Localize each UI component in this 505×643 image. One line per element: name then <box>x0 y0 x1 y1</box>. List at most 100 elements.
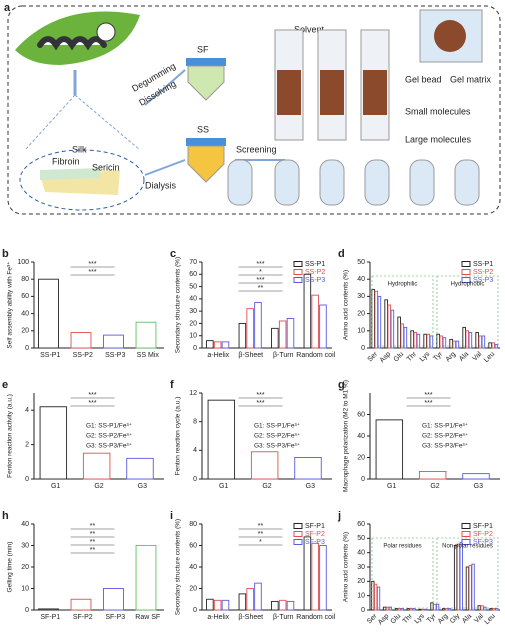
legend-label: SF-P1 <box>473 523 493 530</box>
panel-label: f <box>170 379 174 391</box>
bar <box>384 299 388 349</box>
bar <box>371 289 375 349</box>
y-tick-label: 60 <box>189 271 197 278</box>
significance-label: *** <box>256 400 264 407</box>
bar <box>400 608 404 611</box>
bar <box>406 608 410 611</box>
bar <box>375 419 404 480</box>
bar <box>480 605 484 611</box>
bar <box>38 278 59 349</box>
bar <box>418 608 422 611</box>
fibroin-core <box>40 168 100 180</box>
x-tick-label: Val <box>471 350 483 362</box>
sf-tube <box>187 65 225 101</box>
note: G1: SS-P1/Fe³⁺ <box>422 423 469 430</box>
y-tick-label: 70 <box>189 259 197 266</box>
panel-label: a <box>4 2 11 14</box>
note: G3: SS-P3/Fe³⁺ <box>254 443 301 450</box>
bar <box>442 337 447 349</box>
x-tick-label: β-Sheet <box>238 352 263 359</box>
x-tick-label: G3 <box>306 483 315 490</box>
y-tick-label: 0 <box>361 345 365 352</box>
legend-swatch <box>293 523 303 529</box>
significance-label: * <box>259 539 262 546</box>
silk-zoom <box>19 149 145 211</box>
arrow <box>144 69 186 106</box>
bar <box>254 582 262 611</box>
bar <box>246 588 254 611</box>
y-tick-label: 60 <box>21 293 29 300</box>
significance-label: * <box>259 269 262 276</box>
bar <box>126 457 154 480</box>
bar <box>388 606 393 611</box>
y-axis-label: Fenton reaction activity (a.u.) <box>7 394 14 478</box>
bar <box>488 342 492 349</box>
y-tick-label: 10 <box>189 333 197 340</box>
y-tick-label: 20 <box>189 585 197 592</box>
y-tick-label: 40 <box>189 564 197 571</box>
y-tick-label: 40 <box>357 550 365 557</box>
annotation-box <box>436 275 499 347</box>
y-tick-label: 40 <box>189 296 197 303</box>
x-tick-label: G1 <box>387 483 396 490</box>
diagram-text: Gel matrix <box>450 74 492 84</box>
x-tick-label: Glu <box>393 351 406 364</box>
bar <box>478 335 483 349</box>
y-tick-label: 10 <box>357 328 365 335</box>
bar <box>271 600 279 611</box>
y-tick-label: 30 <box>357 564 365 571</box>
tube-cap <box>186 138 226 146</box>
panel-label: c <box>170 248 176 260</box>
x-tick-label: Asp <box>377 613 391 627</box>
significance-label: *** <box>88 392 96 399</box>
x-tick-label: β-Sheet <box>238 614 263 621</box>
legend-swatch <box>293 261 303 267</box>
bar <box>462 326 466 349</box>
gel-bead-icon <box>434 20 466 52</box>
legend-label: SF-P3 <box>305 539 325 546</box>
bar <box>246 308 254 349</box>
diagram-text: Screening <box>236 144 277 154</box>
gel-bed <box>277 70 301 115</box>
bar <box>385 606 390 611</box>
y-tick-label: 0 <box>25 345 29 352</box>
test-tubes <box>227 159 480 206</box>
tube-cap <box>186 58 226 66</box>
x-tick-label: a-Helix <box>207 352 229 359</box>
diagram-text: Sericin <box>92 162 120 172</box>
annotation: Polar residues <box>383 544 421 550</box>
y-tick-label: 12 <box>189 390 197 397</box>
y-tick-label: 0 <box>193 476 197 483</box>
bar <box>390 309 395 349</box>
legend-label: SS-P2 <box>305 269 325 276</box>
y-tick-label: 10 <box>21 585 29 592</box>
significance-label: ** <box>258 285 264 292</box>
bar <box>468 332 473 349</box>
bar <box>303 536 312 611</box>
x-tick-label: Ser <box>366 612 379 625</box>
bar <box>429 335 434 349</box>
silkworm <box>37 36 107 51</box>
x-tick-label: Gly <box>449 612 462 625</box>
x-tick-label: β-Turn <box>273 614 294 621</box>
gel-bed <box>363 70 387 115</box>
bar <box>471 563 475 611</box>
y-tick-label: 50 <box>357 259 365 266</box>
bar <box>286 600 295 611</box>
y-tick-label: 20 <box>189 320 197 327</box>
y-tick-label: 4 <box>25 407 29 414</box>
bar <box>397 316 401 349</box>
bar <box>311 294 319 349</box>
annotation: Non-polar residues <box>442 544 493 550</box>
y-tick-label: 80 <box>189 521 197 528</box>
y-axis-label: Fenton reaction cycle (a.u.) <box>175 397 182 476</box>
y-tick-label: 30 <box>357 293 365 300</box>
bar <box>435 603 440 611</box>
bar <box>449 338 453 349</box>
x-tick-label: Glu <box>390 613 403 626</box>
legend-label: SF-P3 <box>473 539 493 546</box>
bar <box>250 451 279 480</box>
bar <box>103 588 124 611</box>
significance-label: ** <box>90 539 96 546</box>
y-tick-label: 0 <box>25 607 29 614</box>
